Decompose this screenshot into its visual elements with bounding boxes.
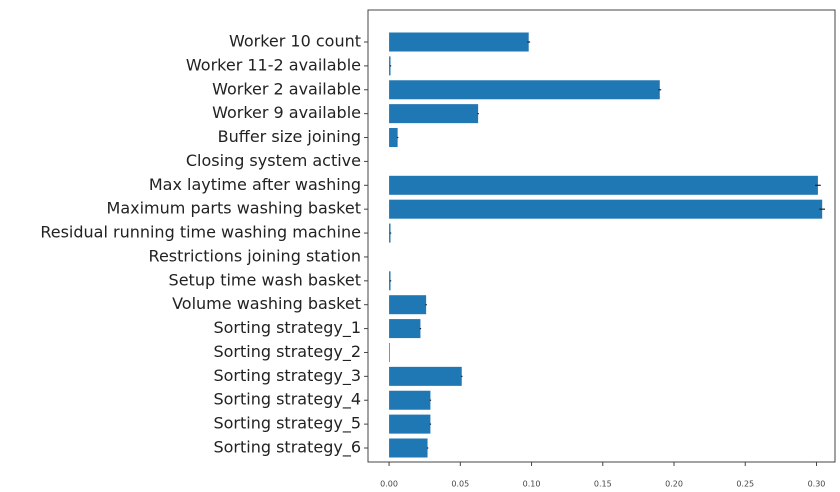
bar [389,319,421,339]
y-tick-label: Sorting strategy_5 [213,414,361,434]
bar [389,438,428,458]
y-tick-label: Sorting strategy_2 [213,342,361,362]
x-tick-label: 0.30 [808,480,826,489]
y-tick-label: Sorting strategy_4 [213,390,361,410]
bar [389,175,818,195]
y-tick-label: Sorting strategy_6 [213,438,361,458]
bar [389,104,479,124]
x-tick-label: 0.10 [523,480,541,489]
y-tick-label: Closing system active [186,151,361,170]
bar [389,295,427,315]
bar [389,199,823,219]
y-tick-label: Buffer size joining [218,127,361,146]
bar [389,80,660,100]
x-tick-label: 0.25 [736,480,754,489]
bar [389,128,398,148]
bar [389,390,431,410]
x-tick-label: 0.15 [594,480,612,489]
y-tick-label: Restrictions joining station [149,246,361,265]
y-tick-label: Setup time wash basket [169,270,361,289]
y-tick-label: Worker 11-2 available [186,55,361,74]
y-tick-label: Max laytime after washing [149,175,361,194]
x-tick-label: 0.05 [451,480,469,489]
y-tick-label: Volume washing basket [172,294,361,313]
y-tick-label: Sorting strategy_3 [213,366,361,386]
plot-frame [367,9,836,463]
x-tick-label: 0.00 [380,480,398,489]
y-tick-label: Maximum parts washing basket [107,199,361,218]
y-tick-label: Residual running time washing machine [40,223,361,242]
y-tick-label: Sorting strategy_1 [213,318,361,338]
bar [389,414,431,434]
y-tick-label: Worker 2 available [212,79,361,98]
y-tick-label: Worker 10 count [229,32,361,51]
bar [389,366,462,386]
bar [389,32,529,52]
bar [389,342,390,362]
x-tick-label: 0.20 [665,480,683,489]
y-tick-label: Worker 9 available [212,103,361,122]
